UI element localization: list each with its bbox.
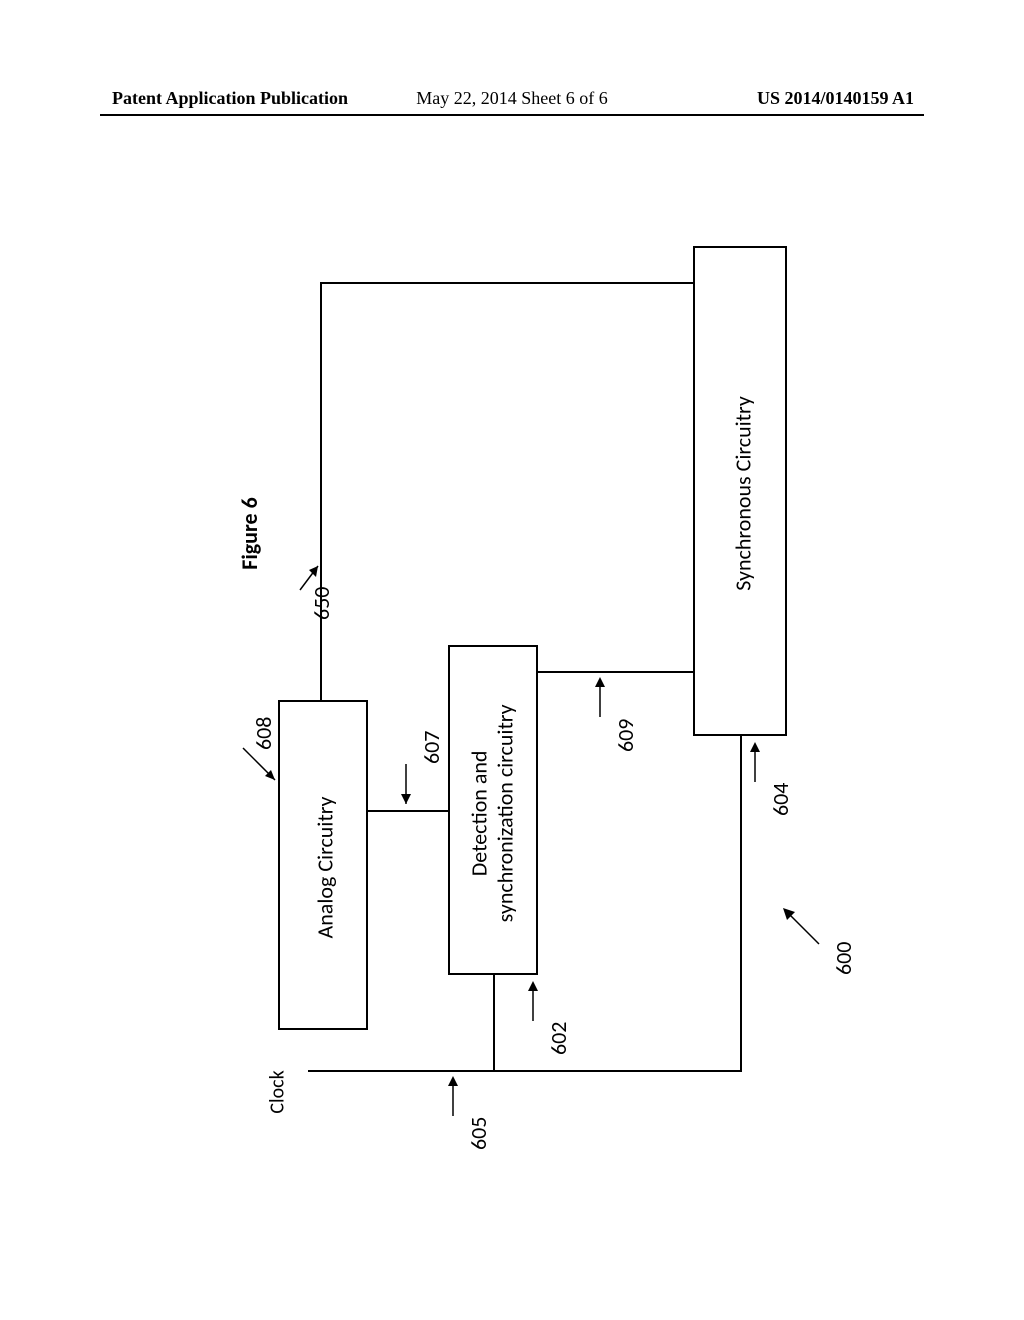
ref-604-arrow (730, 738, 760, 788)
sync-circuitry-label: Synchronous Circuitry (730, 389, 757, 599)
ref-607-arrow (396, 764, 426, 814)
ref-609: 609 (612, 719, 639, 752)
wire-650-horiz (320, 282, 693, 284)
detect-sync-label-line2: synchronization circuitry (492, 704, 519, 922)
figure-title: Figure 6 (236, 497, 263, 570)
detect-sync-block: Detection and synchronization circuitry (448, 645, 538, 975)
ref-602: 602 (545, 1022, 572, 1055)
clock-label: Clock (266, 1070, 290, 1113)
ref-608-arrow (243, 748, 293, 798)
ref-650: 650 (308, 587, 335, 620)
wire-605-v-detect (493, 975, 495, 1072)
wire-605-h2 (493, 1070, 742, 1072)
ref-600-arrow (775, 900, 835, 960)
ref-605-arrow (443, 1072, 473, 1122)
ref-600: 600 (830, 942, 857, 975)
figure-6-diagram: Figure 6 Analog Circuitry Detection and … (0, 0, 1024, 1320)
wire-650-vert-left (320, 282, 322, 700)
ref-607: 607 (418, 731, 445, 764)
analog-circuitry-label: Analog Circuitry (312, 793, 339, 943)
ref-602-arrow (523, 977, 553, 1027)
ref-609-arrow (590, 673, 620, 723)
detect-sync-label: Detection and synchronization circuitry (467, 688, 520, 938)
sync-circuitry-block: Synchronous Circuitry (693, 246, 787, 736)
ref-605: 605 (465, 1117, 492, 1150)
ref-604: 604 (767, 783, 794, 816)
ref-608: 608 (250, 717, 277, 750)
detect-sync-label-line1: Detection and (466, 751, 493, 877)
